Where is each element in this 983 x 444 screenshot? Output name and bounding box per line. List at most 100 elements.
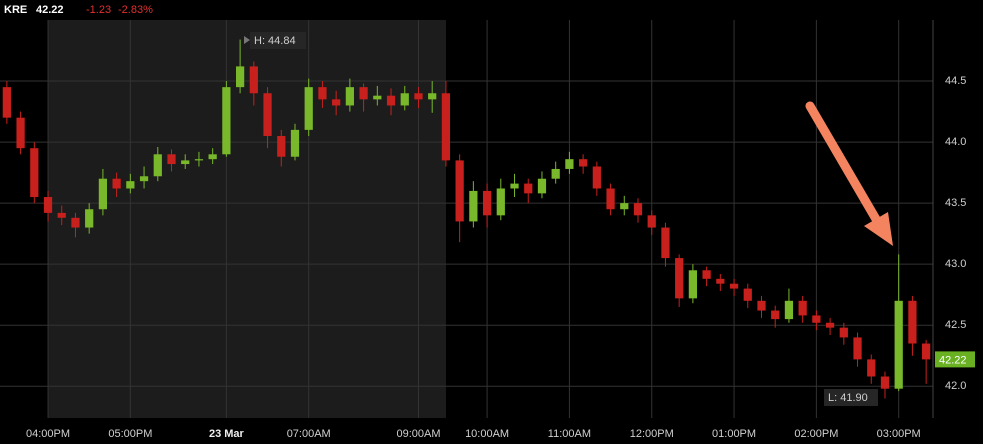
candle-body (373, 95, 382, 100)
low-label: L: 41.90 (828, 392, 868, 404)
candle-body (16, 117, 25, 149)
y-tick-label: 42.5 (945, 319, 966, 331)
candle-body (825, 322, 835, 328)
candle-body (633, 203, 643, 216)
candle-body (2, 87, 11, 118)
candle-body (263, 93, 272, 136)
candle-body (880, 376, 890, 389)
high-label: H: 44.84 (254, 35, 296, 47)
candle-body (908, 300, 917, 344)
candles (2, 39, 931, 399)
candle-body (757, 300, 766, 311)
candle-body (922, 343, 931, 360)
candle-body (414, 93, 423, 100)
candle-body (167, 154, 176, 165)
candle-body (620, 203, 629, 210)
x-tick-label: 04:00PM (26, 428, 70, 440)
candle-body (208, 154, 217, 160)
x-tick-label: 10:00AM (465, 428, 509, 440)
candle-body (716, 278, 725, 284)
candle-body (592, 166, 601, 189)
candle-body (139, 176, 149, 182)
candle-body (839, 327, 848, 338)
candle-body (551, 168, 560, 179)
last-price: 42.22 (36, 4, 64, 16)
candle-body (482, 190, 492, 216)
candle-body (771, 310, 780, 320)
candle-body (469, 190, 478, 222)
candle-body (510, 183, 519, 189)
candle-body (400, 93, 409, 106)
candle-body (30, 148, 39, 198)
x-tick-label: 02:00PM (794, 428, 838, 440)
high-label-box (250, 32, 306, 49)
arrow-shaft (805, 101, 885, 231)
candle-body (428, 93, 437, 100)
candle-body (290, 129, 300, 157)
candle-body (304, 87, 313, 130)
change-pct: -2.83% (118, 4, 153, 16)
x-tick-label: 03:00PM (877, 428, 921, 440)
high-marker (244, 36, 250, 44)
x-tick-label: 05:00PM (108, 428, 152, 440)
candle-body (332, 99, 341, 106)
candle-body (647, 215, 656, 228)
extended-hours-shade (48, 20, 446, 418)
candle-body (537, 178, 547, 194)
candle-body (688, 270, 698, 299)
candle-body (112, 178, 121, 189)
y-tick-label: 43.5 (945, 197, 966, 209)
x-tick-label: 07:00AM (287, 428, 331, 440)
candle-body (43, 197, 53, 213)
candle-body (318, 87, 327, 100)
candle-body (702, 270, 711, 279)
candle-body (277, 135, 286, 157)
candle-body (729, 283, 739, 289)
candle-body (153, 154, 162, 177)
x-tick-label: 23 Mar (209, 428, 245, 440)
candle-body (359, 87, 368, 100)
candle-body (249, 66, 258, 94)
candle-body (345, 87, 354, 106)
y-tick-label: 43.0 (945, 258, 966, 270)
candle-body (675, 258, 684, 299)
candle-body (743, 288, 752, 301)
candle-body (867, 359, 876, 377)
y-tick-label: 42.0 (945, 380, 966, 392)
candle-body (661, 227, 670, 259)
x-tick-label: 11:00AM (548, 428, 591, 440)
candle-body (455, 160, 464, 222)
candle-body (784, 300, 794, 320)
candle-body (386, 95, 396, 106)
x-tick-label: 09:00AM (396, 428, 440, 440)
candle-body (853, 337, 862, 360)
change: -1.23 (86, 4, 111, 16)
candle-body (194, 159, 204, 161)
price-tag: 42.22 (939, 354, 967, 366)
x-tick-label: 01:00PM (712, 428, 756, 440)
candle-body (57, 212, 66, 218)
candle-body (71, 217, 80, 228)
price-tag-box (935, 351, 975, 368)
low-label-box (824, 389, 878, 406)
y-tick-label: 44.5 (945, 75, 966, 87)
candle-body (181, 160, 190, 165)
arrow-head (864, 212, 893, 246)
y-tick-label: 44.0 (945, 136, 966, 148)
candle-body (524, 183, 533, 194)
candle-body (565, 159, 574, 169)
candle-body (579, 159, 588, 167)
candle-body (126, 181, 135, 189)
candle-body (894, 300, 903, 389)
candle-body (235, 66, 245, 88)
candle-body (812, 315, 821, 323)
candle-body (798, 300, 807, 316)
candle-body (606, 188, 615, 210)
symbol: KRE (4, 4, 27, 16)
candle-body (85, 209, 94, 228)
candle-body (98, 178, 108, 210)
candle-body (441, 93, 451, 161)
candle-body (222, 87, 231, 155)
x-tick-label: 12:00PM (630, 428, 674, 440)
